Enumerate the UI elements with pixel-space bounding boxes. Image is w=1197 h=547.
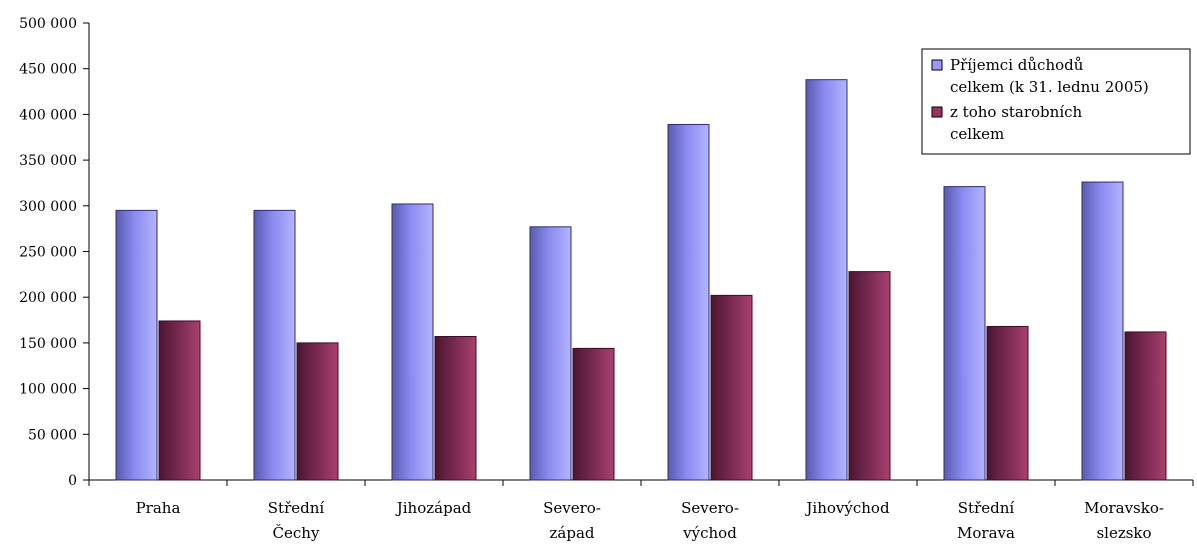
legend-swatch <box>931 106 943 118</box>
bar-series-1 <box>805 79 848 481</box>
legend-swatch <box>931 59 943 71</box>
bar-series-1 <box>667 123 710 481</box>
x-tick-label: Jihovýchod <box>804 499 890 517</box>
bar-series-2 <box>710 294 753 481</box>
legend-label: Příjemci důchodů celkem (k 31. lednu 2005… <box>950 56 1149 96</box>
x-tick-label: Severo-západ <box>543 499 601 542</box>
bar-series-1 <box>943 186 986 481</box>
y-tick-label: 450 000 <box>19 62 77 78</box>
y-tick-label: 0 <box>68 473 77 489</box>
bar-series-2 <box>296 342 339 481</box>
y-tick-label: 200 000 <box>19 290 77 306</box>
x-tick-label: Střední Čechy <box>268 499 325 542</box>
y-tick-label: 350 000 <box>19 153 77 169</box>
bar-series-2 <box>986 325 1029 481</box>
y-tick-label: 250 000 <box>19 245 77 261</box>
y-tick-label: 300 000 <box>19 199 77 215</box>
y-tick-label: 100 000 <box>19 382 77 398</box>
bar-series-1 <box>1081 181 1124 481</box>
y-tick-label: 500 000 <box>19 16 77 32</box>
legend-box <box>921 48 1191 155</box>
bar-series-1 <box>253 209 296 481</box>
x-tick-label: Moravsko-slezsko <box>1084 499 1164 542</box>
y-tick-label: 50 000 <box>28 427 77 443</box>
x-tick-label: Severo-východ <box>681 499 739 542</box>
legend: Příjemci důchodů celkem (k 31. lednu 2005… <box>921 48 1191 155</box>
y-axis: 0 50 000 100 000 150 000 200 000 250 000 300 0… <box>19 16 90 489</box>
y-tick-label: 400 000 <box>19 107 77 123</box>
bar-series-2 <box>572 347 615 481</box>
x-axis: Praha Střední Čechy Jihozápad Severo-západ Se… <box>88 479 1194 542</box>
bar-series-2 <box>848 271 891 481</box>
x-tick-label: Jihozápad <box>395 499 472 517</box>
bar-series-1 <box>115 209 158 481</box>
bar-series-2 <box>158 320 201 481</box>
bar-series-2 <box>1124 331 1167 481</box>
legend-label: z toho starobních celkem <box>950 103 1083 143</box>
bar-series-1 <box>391 203 434 481</box>
bar-series-1 <box>529 226 572 481</box>
y-tick-label: 150 000 <box>19 336 77 352</box>
bar-series-2 <box>434 336 477 481</box>
x-tick-label: Střední Morava <box>957 499 1015 542</box>
x-tick-label: Praha <box>136 499 181 517</box>
bars <box>115 79 1167 481</box>
